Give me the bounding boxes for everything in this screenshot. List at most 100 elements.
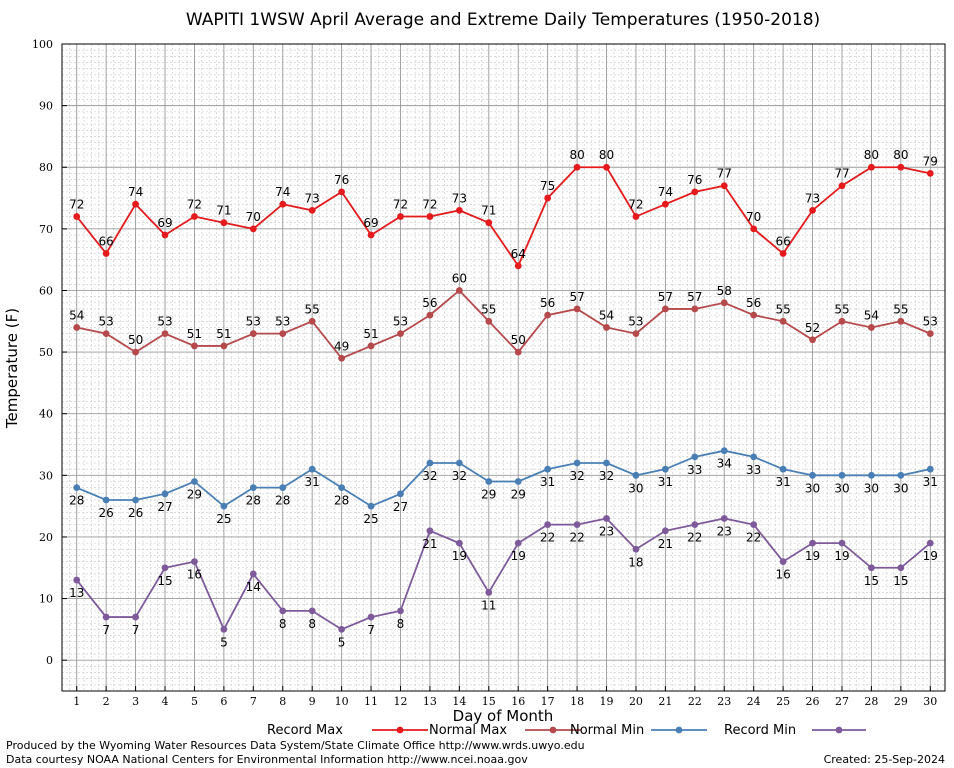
data-label-record-max: 72 [628,198,643,212]
data-label-record-max: 79 [923,154,938,168]
data-label-record-max: 73 [305,191,320,205]
data-point-normal-min [279,484,287,492]
y-tick-label: 20 [39,531,53,544]
data-point-record-max [897,163,905,171]
data-point-record-min [691,521,699,529]
data-point-normal-min [102,496,110,504]
data-label-normal-max: 56 [422,296,437,310]
data-label-record-max: 75 [540,179,555,193]
data-point-normal-min [573,459,581,467]
data-label-normal-max: 53 [99,315,114,329]
data-label-normal-min: 30 [834,481,849,495]
data-label-normal-min: 31 [923,475,938,489]
data-point-normal-min [397,490,404,498]
data-label-normal-min: 30 [864,481,879,495]
data-label-record-min: 15 [157,574,172,588]
data-point-normal-max [455,287,463,294]
x-tick-label: 29 [894,695,908,708]
data-label-normal-min: 33 [687,463,702,477]
chart-title: WAPITI 1WSW April Average and Extreme Da… [186,10,820,30]
data-point-normal-min [132,496,139,504]
data-label-record-min: 23 [599,524,614,538]
x-tick-label: 28 [864,695,878,708]
data-label-normal-max: 60 [452,271,467,285]
legend-marker-normal-max [549,726,557,734]
data-point-record-max [102,250,110,257]
legend-item-normal-max: Normal Max [429,723,581,738]
series-line-record-max [76,166,931,268]
data-point-record-max [455,206,463,214]
data-label-normal-min: 28 [69,494,84,508]
footer-created-date: Created: 25-Sep-2024 [824,753,945,766]
series-normal-max: 54 53 50 53 51 51 53 53 55 49 51 53 56 60 55 50 56 57 54 53… [69,271,938,362]
data-label-normal-max: 51 [187,327,202,341]
data-point-normal-min [897,471,905,479]
data-label-normal-min: 26 [128,506,143,520]
data-label-record-max: 72 [69,198,84,212]
data-label-normal-min: 34 [717,457,732,471]
data-point-record-max [661,200,669,208]
data-point-normal-min [544,465,552,473]
data-point-record-min [485,589,493,596]
x-tick-label: 8 [279,695,286,708]
x-tick-label: 23 [717,695,731,708]
data-label-normal-max: 53 [393,315,408,329]
data-label-normal-max: 57 [658,290,673,304]
data-point-record-min [514,539,522,547]
data-label-record-min: 8 [397,617,405,631]
data-point-normal-min [367,502,375,510]
data-point-normal-min [338,484,346,492]
x-tick-label: 20 [629,695,643,708]
data-point-record-max [191,213,198,220]
series-normal-min: 28 26 26 27 29 25 28 28 31 28 25 27 32 32 29 29 31 32 32 30… [69,447,938,526]
data-label-normal-max: 49 [334,339,349,353]
x-tick-label: 13 [423,695,437,708]
data-label-normal-max: 56 [540,296,555,310]
data-label-normal-max: 54 [864,308,879,322]
data-point-record-min [279,607,287,615]
data-point-normal-min [691,453,699,461]
data-point-record-min [73,576,81,584]
data-label-normal-max: 57 [687,290,702,304]
y-tick-label: 10 [39,593,53,606]
data-label-normal-max: 54 [599,308,614,322]
data-label-record-max: 74 [275,185,290,199]
data-label-record-max: 76 [687,173,702,187]
data-point-record-min [779,558,787,565]
legend-marker-record-min [835,726,843,734]
series-record-min: 13 7 7 15 16 5 14 8 8 5 7 8 21 19 11 19 22 22 23 18 21 22 23 22… [69,515,938,649]
x-tick-label: 2 [103,695,110,708]
data-label-record-min: 22 [687,531,702,545]
data-point-normal-min [809,471,816,479]
data-point-record-max [779,250,787,257]
data-point-normal-max [191,342,198,350]
data-point-normal-min [161,490,169,498]
data-label-normal-min: 31 [658,475,673,489]
data-label-normal-max: 51 [216,327,231,341]
series-line-normal-max [76,289,931,360]
data-point-normal-max [367,342,375,350]
data-point-record-max [632,213,640,220]
data-point-record-min [544,521,552,529]
data-label-record-max: 72 [422,198,437,212]
data-label-record-max: 77 [717,167,732,181]
x-tick-label: 18 [570,695,584,708]
data-point-record-max [338,188,346,196]
data-label-record-min: 23 [717,524,732,538]
data-point-record-max [73,213,81,220]
data-point-normal-min [514,478,522,485]
data-label-record-min: 8 [308,617,316,631]
data-label-normal-min: 25 [216,512,231,526]
data-label-record-max: 71 [216,204,231,218]
data-point-record-min [809,539,816,547]
grid [61,43,946,692]
data-label-record-min: 18 [628,555,643,569]
data-label-record-max: 70 [746,210,761,224]
y-tick-label: 30 [39,469,53,482]
data-point-record-max [132,200,139,208]
data-label-normal-max: 52 [805,321,820,335]
data-label-normal-min: 28 [334,494,349,508]
data-point-record-max [544,194,552,202]
data-label-normal-min: 30 [805,481,820,495]
